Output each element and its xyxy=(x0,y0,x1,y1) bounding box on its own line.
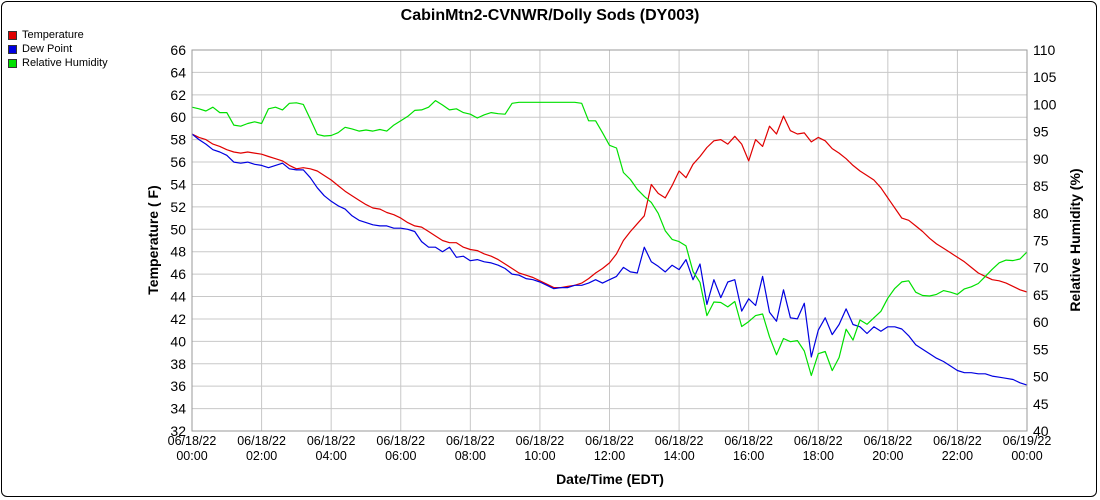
y-right-tick-label: 75 xyxy=(1033,233,1049,249)
y-right-tick-label: 65 xyxy=(1033,287,1049,303)
chart-title: CabinMtn2-CVNWR/Dolly Sods (DY003) xyxy=(401,7,700,24)
y-left-axis-label: Temperature ( F) xyxy=(145,185,161,294)
y-left-tick-label: 50 xyxy=(170,221,186,237)
y-left-tick-label: 62 xyxy=(170,87,186,103)
legend-swatch-dew-point xyxy=(8,44,17,54)
x-tick-label-time: 08:00 xyxy=(455,449,486,463)
x-tick-label-time: 16:00 xyxy=(733,449,764,463)
x-tick-label-time: 18:00 xyxy=(803,449,834,463)
x-tick-label-date: 06/18/22 xyxy=(237,434,286,448)
x-tick-label-time: 10:00 xyxy=(524,449,555,463)
y-left-tick-label: 54 xyxy=(170,176,186,192)
x-tick-label-time: 12:00 xyxy=(594,449,625,463)
y-left-tick-label: 38 xyxy=(170,356,186,372)
y-left-tick-label: 60 xyxy=(170,109,186,125)
series-line-relative-humidity xyxy=(191,99,1028,377)
x-tick-label-date: 06/18/22 xyxy=(724,434,773,448)
x-tick-label-date: 06/18/22 xyxy=(168,434,217,448)
y-right-tick-label: 105 xyxy=(1033,69,1057,85)
y-left-tick-label: 48 xyxy=(170,244,186,260)
y-left-tick-label: 44 xyxy=(170,289,186,305)
y-right-tick-label: 55 xyxy=(1033,341,1049,357)
chart-legend: Temperature Dew Point Relative Humidity xyxy=(8,28,108,70)
y-left-tick-label: 34 xyxy=(170,401,186,417)
y-right-tick-label: 90 xyxy=(1033,151,1049,167)
series-line-temperature xyxy=(191,115,1028,293)
x-tick-label-time: 20:00 xyxy=(872,449,903,463)
x-tick-label-time: 22:00 xyxy=(942,449,973,463)
y-left-tick-label: 32 xyxy=(170,423,186,439)
y-left-tick-label: 36 xyxy=(170,378,186,394)
x-tick-label-time: 06:00 xyxy=(385,449,416,463)
y-left-tick-label: 52 xyxy=(170,199,186,215)
y-right-tick-label: 45 xyxy=(1033,396,1049,412)
legend-item-temperature: Temperature xyxy=(8,28,108,42)
series-line-dew-point xyxy=(191,133,1028,386)
x-tick-label-date: 06/18/22 xyxy=(376,434,425,448)
x-tick-label-date: 06/18/22 xyxy=(307,434,356,448)
legend-swatch-relative-humidity xyxy=(8,58,17,68)
y-right-tick-label: 40 xyxy=(1033,423,1049,439)
x-tick-label-time: 02:00 xyxy=(246,449,277,463)
x-axis-label: Date/Time (EDT) xyxy=(556,471,664,487)
y-left-tick-label: 64 xyxy=(170,64,186,80)
x-tick-label-time: 00:00 xyxy=(176,449,207,463)
y-left-tick-label: 42 xyxy=(170,311,186,327)
legend-item-dew-point: Dew Point xyxy=(8,42,108,56)
x-tick-label-date: 06/19/22 xyxy=(1003,434,1052,448)
y-right-tick-label: 100 xyxy=(1033,96,1057,112)
x-tick-label-time: 00:00 xyxy=(1011,449,1042,463)
legend-item-relative-humidity: Relative Humidity xyxy=(8,56,108,70)
x-tick-label-date: 06/18/22 xyxy=(794,434,843,448)
y-left-tick-label: 40 xyxy=(170,333,186,349)
x-tick-label-date: 06/18/22 xyxy=(933,434,982,448)
x-tick-label-date: 06/18/22 xyxy=(516,434,565,448)
legend-label-dew-point: Dew Point xyxy=(22,43,73,55)
y-right-tick-label: 70 xyxy=(1033,260,1049,276)
y-right-tick-label: 50 xyxy=(1033,369,1049,385)
x-tick-label-date: 06/18/22 xyxy=(655,434,704,448)
x-tick-label-time: 14:00 xyxy=(663,449,694,463)
y-right-tick-label: 85 xyxy=(1033,178,1049,194)
x-tick-label-time: 04:00 xyxy=(316,449,347,463)
legend-label-temperature: Temperature xyxy=(22,29,84,41)
y-right-tick-label: 95 xyxy=(1033,124,1049,140)
plot-border xyxy=(191,49,1028,432)
y-left-tick-label: 56 xyxy=(170,154,186,170)
x-tick-label-date: 06/18/22 xyxy=(863,434,912,448)
y-right-tick-label: 80 xyxy=(1033,205,1049,221)
y-left-tick-label: 58 xyxy=(170,132,186,148)
legend-label-relative-humidity: Relative Humidity xyxy=(22,57,108,69)
y-right-axis-label: Relative Humidity (%) xyxy=(1067,168,1083,311)
x-tick-label-date: 06/18/22 xyxy=(585,434,634,448)
y-left-tick-label: 46 xyxy=(170,266,186,282)
y-left-tick-label: 66 xyxy=(170,42,186,58)
y-right-tick-label: 60 xyxy=(1033,314,1049,330)
y-right-tick-label: 110 xyxy=(1033,42,1056,58)
x-tick-label-date: 06/18/22 xyxy=(446,434,495,448)
legend-swatch-temperature xyxy=(8,30,17,40)
